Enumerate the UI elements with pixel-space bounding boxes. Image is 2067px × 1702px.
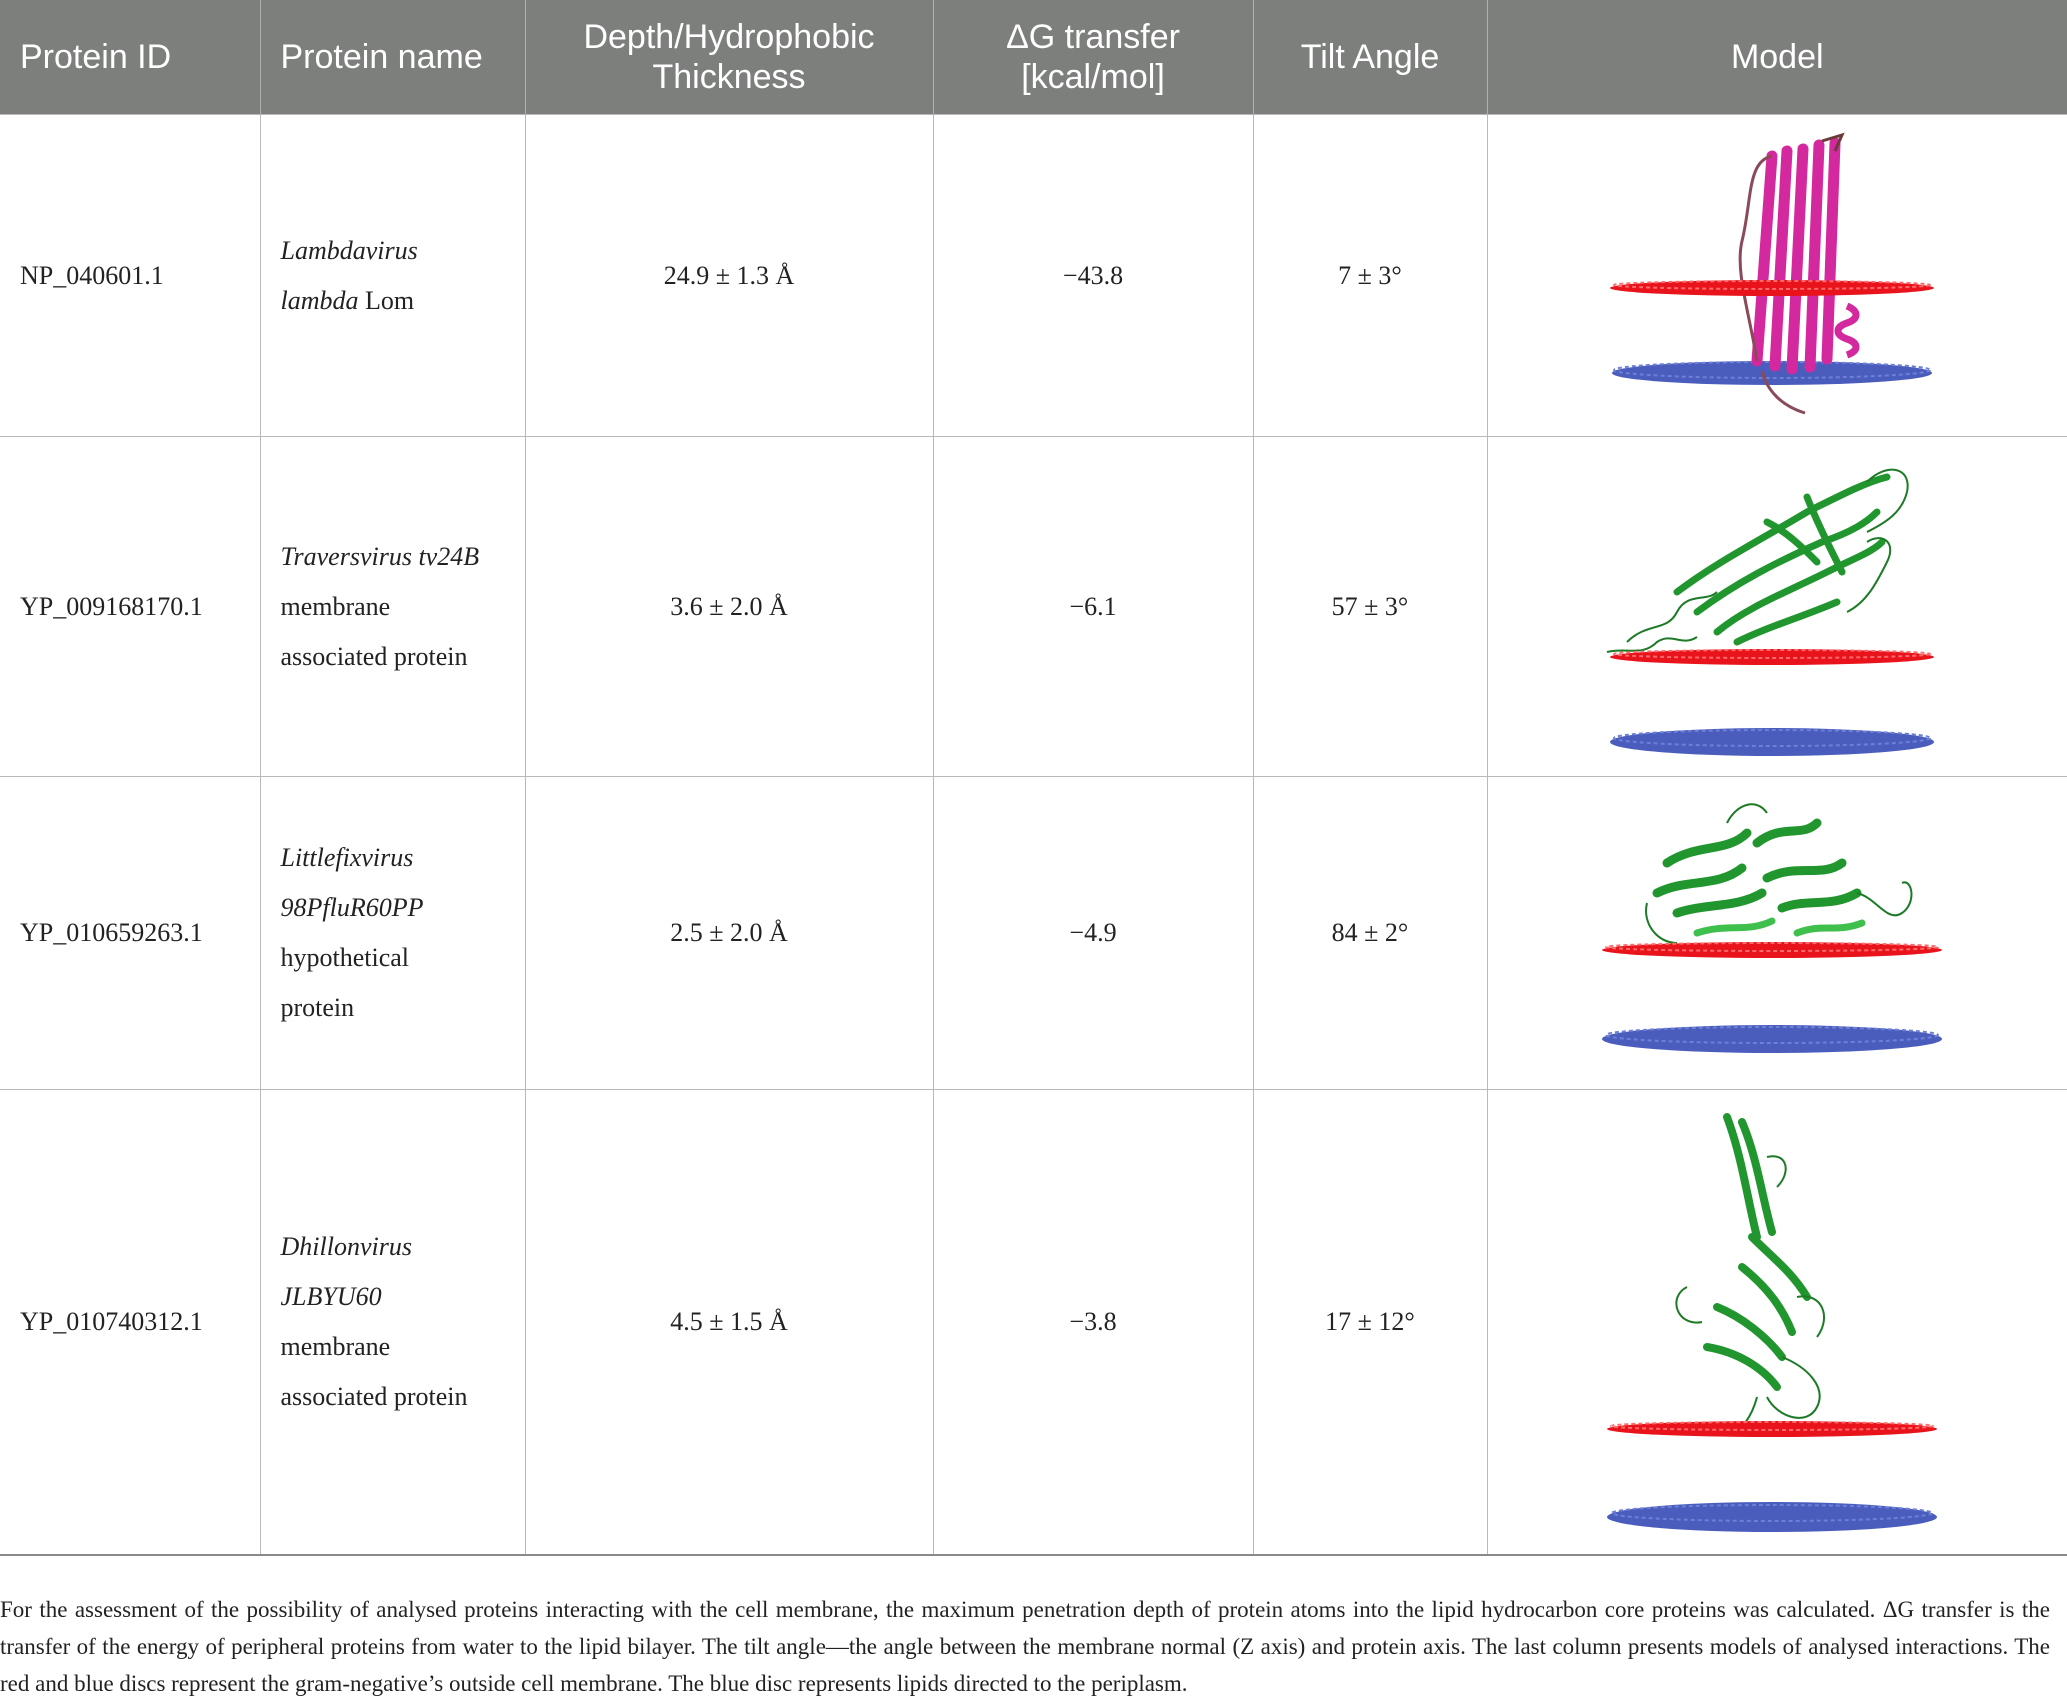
- delta-g-cell: −4.9: [932, 776, 1254, 1090]
- tilt-angle-cell: 7 ± 3°: [1252, 114, 1488, 437]
- protein-name-line: hypothetical: [281, 933, 505, 983]
- protein-name-text: Littlefixvirus: [280, 843, 414, 872]
- delta-g-cell: −3.8: [932, 1089, 1254, 1556]
- header-model: Model: [1486, 0, 2067, 115]
- protein-name-line: Lambdavirus: [281, 226, 505, 276]
- protein-id-cell: NP_040601.1: [0, 114, 261, 437]
- protein-id-cell: YP_010659263.1: [0, 776, 261, 1090]
- protein-name-text: Lambdavirus: [280, 235, 418, 265]
- protein-name-line: JLBYU60: [281, 1272, 505, 1322]
- lom-membrane-model-image: [1610, 132, 1934, 414]
- protein-name-line: Dhillonvirus: [281, 1222, 505, 1272]
- protein-name-text: protein: [280, 993, 355, 1022]
- protein-name-text: 98PfluR60PP: [280, 893, 424, 922]
- protein-name-line: associated protein: [281, 1372, 505, 1422]
- table-footnote: For the assessment of the possibility of…: [0, 1597, 2050, 1696]
- protein-name-line: membrane: [281, 582, 505, 632]
- protein-name-line: lambda Lom: [281, 276, 505, 326]
- header-protein-id: Protein ID: [0, 0, 260, 115]
- depth-cell: 2.5 ± 2.0 Å: [524, 776, 934, 1090]
- delta-g-cell: −6.1: [932, 436, 1254, 777]
- depth-cell: 24.9 ± 1.3 Å: [524, 114, 934, 437]
- delta-g-cell: −43.8: [932, 114, 1254, 437]
- header-protein-name: Protein name: [259, 0, 525, 115]
- protein-name-line: Traversvirus tv24B: [281, 532, 505, 582]
- tilt-angle-cell: 57 ± 3°: [1252, 436, 1488, 777]
- protein-name-line: protein: [281, 983, 505, 1033]
- model-cell: [1486, 114, 2067, 437]
- traversvirus-membrane-model-image: [1606, 468, 1934, 756]
- protein-id-cell: YP_010740312.1: [0, 1089, 261, 1556]
- protein-name-text: associated protein: [280, 641, 468, 671]
- protein-name-text: JLBYU60: [280, 1281, 382, 1311]
- protein-name-text: Lom: [358, 285, 415, 315]
- protein-name-cell: Dhillonvirus JLBYU60 membrane associated pr…: [259, 1089, 526, 1556]
- protein-name-line: membrane: [281, 1322, 505, 1372]
- table-row: YP_010659263.1 Littlefixvirus 98PfluR60PP…: [0, 776, 2067, 1090]
- protein-name-line: associated protein: [281, 632, 505, 682]
- protein-name-text: Dhillonvirus: [280, 1231, 412, 1261]
- tilt-angle-cell: 84 ± 2°: [1252, 776, 1488, 1090]
- tilt-angle-cell: 17 ± 12°: [1252, 1089, 1488, 1556]
- header-depth: Depth/Hydrophobic Thickness: [524, 0, 933, 115]
- protein-name-text: Traversvirus tv24B: [280, 541, 480, 571]
- protein-name-text: membrane: [280, 1331, 391, 1361]
- dhillonvirus-membrane-model-image: [1607, 1112, 1937, 1532]
- header-delta-g: ΔG transfer [kcal/mol]: [932, 0, 1253, 115]
- protein-name-text: hypothetical: [280, 943, 410, 972]
- littlefixvirus-membrane-model-image: [1602, 803, 1942, 1053]
- protein-name-cell: Traversvirus tv24B membrane associated pro…: [259, 436, 526, 777]
- header-tilt-angle: Tilt Angle: [1252, 0, 1487, 115]
- protein-id-cell: YP_009168170.1: [0, 436, 261, 777]
- table-row: YP_010740312.1 Dhillonvirus JLBYU60 membra…: [0, 1089, 2067, 1556]
- protein-membrane-table: Protein ID Protein name Depth/Hydrophobi…: [0, 0, 2067, 1556]
- depth-cell: 4.5 ± 1.5 Å: [524, 1089, 934, 1556]
- header-row: Protein ID Protein name Depth/Hydrophobi…: [0, 0, 2067, 115]
- protein-name-line: Littlefixvirus: [281, 833, 505, 883]
- protein-name-text: associated protein: [280, 1381, 468, 1411]
- table-row: YP_009168170.1 Traversvirus tv24B membran…: [0, 436, 2067, 777]
- model-cell: [1486, 1089, 2067, 1556]
- model-cell: [1486, 436, 2067, 777]
- protein-name-text: lambda: [280, 285, 359, 315]
- depth-cell: 3.6 ± 2.0 Å: [524, 436, 934, 777]
- protein-name-text: membrane: [280, 591, 391, 621]
- protein-name-line: 98PfluR60PP: [281, 883, 505, 933]
- protein-name-cell: Lambdavirus lambda Lom: [259, 114, 526, 437]
- model-cell: [1486, 776, 2067, 1090]
- table-row: NP_040601.1 Lambdavirus lambda Lom 24.9 ±…: [0, 114, 2067, 437]
- protein-name-cell: Littlefixvirus 98PfluR60PP hypothetical pro…: [259, 776, 526, 1090]
